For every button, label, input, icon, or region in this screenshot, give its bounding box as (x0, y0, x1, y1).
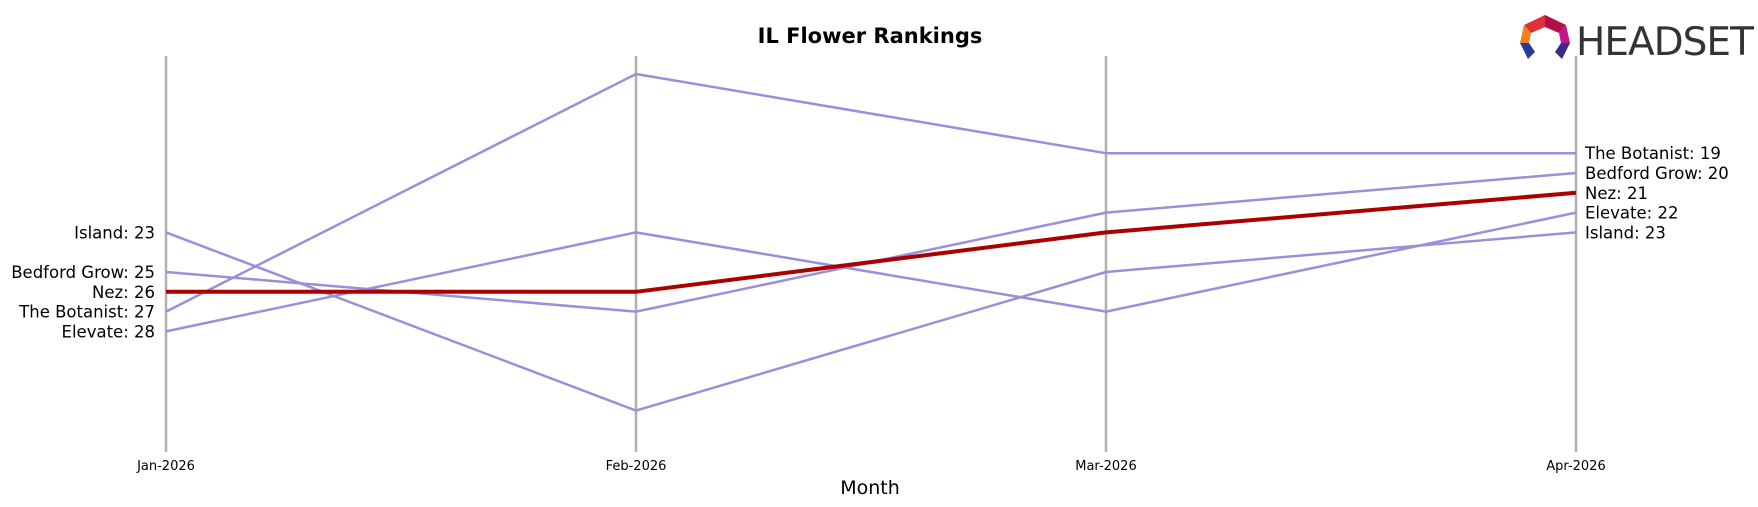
end-label-nez: Nez: 21 (1585, 184, 1648, 203)
end-label-island: Island: 23 (1585, 223, 1666, 242)
end-label-bedford-grow: Bedford Grow: 20 (1585, 164, 1729, 183)
start-label-elevate: Elevate: 28 (62, 322, 155, 341)
end-label-elevate: Elevate: 22 (1585, 204, 1678, 223)
series-line-island (165, 231, 1577, 412)
start-label-the-botanist: The Botanist: 27 (18, 303, 155, 322)
end-label-the-botanist: The Botanist: 19 (1584, 144, 1721, 163)
x-tick-labels: Jan-2026 Feb-2026 Mar-2026 Apr-2026 (136, 459, 1606, 474)
x-tick-apr-2026: Apr-2026 (1546, 459, 1605, 474)
series-line-elevate (165, 211, 1577, 333)
x-tick-jan-2026: Jan-2026 (136, 459, 195, 474)
series-labels: Island: 23 Island: 23 Bedford Grow: 25 Bedf… (11, 144, 1729, 341)
headset-logo: HEADSET (1520, 15, 1755, 65)
headset-logo-icon (1520, 15, 1570, 59)
start-label-island: Island: 23 (74, 223, 155, 242)
month-axes (164, 56, 1578, 452)
start-label-nez: Nez: 26 (92, 283, 155, 302)
start-label-bedford-grow: Bedford Grow: 25 (11, 263, 155, 282)
series-line-nez (166, 190, 1577, 294)
chart-title: IL Flower Rankings (758, 24, 983, 48)
series-line-the-botanist (165, 72, 1576, 313)
series-lines (165, 72, 1577, 412)
x-tick-feb-2026: Feb-2026 (606, 459, 667, 474)
x-tick-mar-2026: Mar-2026 (1075, 459, 1136, 474)
headset-logo-text: HEADSET (1576, 20, 1754, 65)
x-axis-label: Month (840, 477, 900, 499)
